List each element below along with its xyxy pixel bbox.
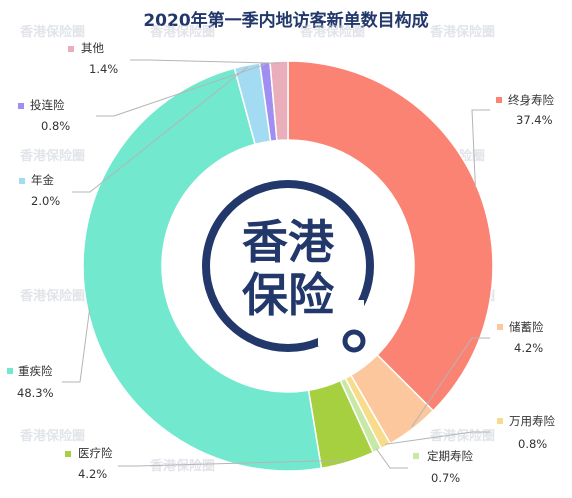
donut-slices xyxy=(82,60,494,472)
slice-label-value-6: 48.3% xyxy=(17,386,54,400)
slice-label-name-5: 医疗险 xyxy=(78,446,113,460)
leader-line-7 xyxy=(72,66,248,193)
slice-label-name-7: 年金 xyxy=(31,173,54,187)
watermark-text: 香港保险圈 xyxy=(429,428,495,444)
slice-9 xyxy=(269,60,289,142)
slice-label-value-4: 0.7% xyxy=(431,471,460,485)
watermark-text: 香港保险圈 xyxy=(19,148,85,164)
slice-label-name-4: 定期寿险 xyxy=(427,449,473,463)
logo-ring xyxy=(202,180,374,352)
watermark-text: 香港保险圈 xyxy=(19,288,85,304)
watermark-text: 香港保险圈 xyxy=(149,24,215,40)
leader-line-5 xyxy=(118,459,348,467)
slice-label-value-8: 0.8% xyxy=(41,119,70,133)
slice-label-name-3: 万用寿险 xyxy=(509,414,555,428)
slice-label-value-5: 4.2% xyxy=(78,467,107,481)
leader-lines xyxy=(62,59,490,469)
leader-line-4 xyxy=(375,448,408,469)
slice-label-value-1: 37.4% xyxy=(516,113,553,127)
center-logo: 香港 保险 xyxy=(202,180,374,353)
leader-line-9 xyxy=(130,59,280,64)
slice-label-value-2: 4.2% xyxy=(514,341,543,355)
leader-line-8 xyxy=(96,63,266,117)
leader-line-2 xyxy=(411,337,490,428)
legend-marker-9 xyxy=(68,46,74,52)
slice-label-name-8: 投连险 xyxy=(30,98,65,112)
leader-line-6 xyxy=(62,309,91,383)
leader-line-3 xyxy=(384,431,490,445)
slice-label-value-7: 2.0% xyxy=(31,194,60,208)
watermark-text: 香港保险圈 xyxy=(149,458,215,474)
leader-line-1 xyxy=(471,109,490,189)
slice-label-name-9: 其他 xyxy=(81,41,104,55)
legend-marker-5 xyxy=(65,451,71,457)
slice-label-value-3: 0.8% xyxy=(518,437,547,451)
legend-marker-7 xyxy=(19,178,25,184)
legend-marker-4 xyxy=(413,453,419,459)
chart-title: 2020年第一季内地访客新单数目构成 xyxy=(143,11,429,31)
watermark-text: 香港保险圈 xyxy=(19,24,85,40)
logo-text-line2: 保险 xyxy=(242,268,335,322)
watermark-text: 香港保险圈 xyxy=(19,428,85,444)
slice-label-value-9: 1.4% xyxy=(89,62,118,76)
legend-marker-1 xyxy=(496,97,502,103)
slice-6 xyxy=(82,67,323,472)
slice-label-name-2: 储蓄险 xyxy=(509,320,544,334)
watermark-text: 香港保险圈 xyxy=(299,24,365,40)
slice-label-name-6: 重疾险 xyxy=(18,364,53,378)
watermark-text: 香港保险圈 xyxy=(429,24,495,40)
slice-1 xyxy=(287,60,494,412)
logo-text-line1: 香港 xyxy=(242,215,335,269)
logo-dot xyxy=(342,329,366,353)
legend-marker-8 xyxy=(18,103,24,109)
slice-labels: 终身寿险 37.4% 储蓄险 4.2% 万用寿险 0.8% 定期寿险 0.7% 医疗险 4.2% 重… xyxy=(7,41,555,485)
legend-marker-2 xyxy=(497,324,503,330)
legend-marker-3 xyxy=(497,418,503,424)
slice-label-name-1: 终身寿险 xyxy=(508,93,554,107)
legend-marker-6 xyxy=(7,368,13,374)
